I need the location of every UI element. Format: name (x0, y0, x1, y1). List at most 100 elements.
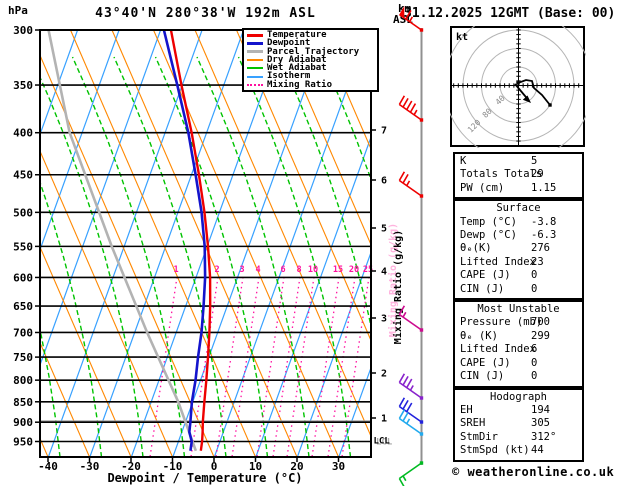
temp-tick-label: 30 (332, 460, 345, 473)
barb-base-dot (419, 420, 424, 424)
barb-feather-full (398, 171, 406, 181)
indices-row-label: CIN (J) (460, 370, 505, 383)
barb-shaft (398, 13, 422, 31)
indices-row-value: 194 (531, 403, 550, 416)
isotherm-line (255, 135, 371, 457)
indices-row: EH 194 (455, 404, 582, 417)
pressure-tick-label: 500 (13, 206, 33, 219)
legend-swatch (247, 50, 263, 54)
wet-adiabat-line (40, 75, 144, 457)
dry-adiabat-line (194, 30, 371, 438)
pressure-tick-label: 950 (13, 435, 33, 448)
legend-item-dewpoint: Dewpoint (247, 38, 377, 49)
indices-row: SREH 305 (455, 417, 582, 430)
lcl-label: LCL (374, 437, 391, 447)
indices-row: StmSpd (kt) 44 (455, 444, 582, 457)
isotherm-line (40, 30, 120, 252)
isotherm-line (338, 365, 371, 457)
legend-swatch (247, 75, 263, 78)
mixing-ratio-line (215, 276, 244, 457)
wind-barb-red (398, 95, 424, 122)
mixing-ratio-value-label: 6 (280, 265, 285, 275)
mixing-ratio-value-label: 4 (255, 265, 260, 275)
indices-row-label: Lifted Index (460, 255, 536, 268)
indices-row-label: θₑ (K) (460, 329, 498, 342)
wet-adiabat-line (196, 56, 310, 457)
temp-tick-label: -40 (38, 460, 58, 473)
pressure-tick-label: 850 (13, 396, 33, 409)
wind-barb-purple (398, 373, 424, 400)
mixing-ratio-axis-label: Mixing Ratio (g/kg) (392, 230, 404, 344)
mixing-ratio-line (256, 276, 285, 457)
mixing-ratio-value-label: 10 (308, 265, 318, 275)
temp-tick-label: -10 (163, 460, 183, 473)
barb-feather-half (408, 16, 414, 23)
pressure-tick-label: 650 (13, 300, 33, 313)
x-axis-title: Dewpoint / Temperature (°C) (107, 471, 302, 485)
dewpoint-trace (162, 30, 207, 451)
indices-row-value: 305 (531, 417, 550, 430)
mixing-ratio-line (286, 276, 315, 457)
indices-row-value: 0 (531, 356, 538, 369)
indices-row: Temp (°C) -3.8 (455, 216, 582, 229)
pressure-tick-label: 350 (13, 79, 33, 92)
pressure-tick-label: 400 (13, 127, 33, 140)
indices-section-general: K 5 Totals Totals 29 PW (cm) 1.15 (453, 152, 584, 200)
pressure-tick-label: 750 (13, 351, 33, 364)
barb-feather-full (398, 478, 405, 486)
indices-row: θₑ (K) 299 (455, 330, 582, 343)
hodograph-trace-endpoint (516, 81, 520, 85)
pressure-tick-label: 300 (13, 24, 33, 37)
legend-label: Wet Adiabat (267, 63, 327, 74)
temp-tick-label: 10 (249, 460, 262, 473)
km-tick-label: 7 (381, 126, 387, 137)
mixing-ratio-value-label: 15 (333, 265, 343, 275)
km-tick-label: 1 (381, 414, 387, 425)
hodograph-trace (517, 79, 551, 106)
pressure-tick-label: 550 (13, 240, 33, 253)
legend-item-parcel-trajectory: Parcel Trajectory (247, 46, 377, 57)
wind-barb-green (398, 461, 424, 486)
barb-base-dot (419, 28, 424, 32)
barb-base-dot (419, 118, 424, 122)
wet-adiabat-line (40, 327, 61, 457)
legend-label: Parcel Trajectory (267, 46, 360, 57)
legend-swatch (247, 41, 263, 45)
dry-adiabat-line (40, 149, 174, 457)
storm-motion-arrow (514, 83, 529, 101)
mixing-ratio-line (311, 276, 340, 457)
indices-section-most-unstable: Most Unstable Pressure (mb) 700 θₑ (K) 299 Li… (453, 300, 584, 388)
barb-feather-full (406, 378, 413, 389)
barb-feather-full (409, 103, 417, 113)
isotherm-line (40, 30, 79, 137)
indices-row: Lifted Index 23 (455, 256, 582, 269)
indices-row-value: 312° (531, 430, 557, 443)
legend-item-isotherm: Isotherm (247, 72, 377, 81)
indices-row-label: StmDir (460, 430, 498, 443)
barb-feather-full (402, 98, 409, 108)
legend-swatch (247, 83, 263, 86)
temp-tick-label: -20 (121, 460, 141, 473)
legend-label: Dry Adiabat (267, 54, 327, 65)
barb-feather-full (398, 409, 406, 419)
storm-motion-arrowhead (522, 95, 531, 103)
wind-barb-red (398, 171, 424, 198)
indices-row: CIN (J) 0 (455, 283, 582, 296)
barb-feather-full (405, 10, 412, 20)
dry-adiabat-line (318, 30, 371, 151)
indices-row: θₑ(K) 276 (455, 242, 582, 255)
mixing-ratio-value-label: 25 (363, 265, 373, 275)
indices-row: StmDir 312° (455, 431, 582, 444)
mixing-ratio-value-label: 3 (239, 265, 244, 275)
indices-row-value: 5 (531, 155, 538, 167)
wet-adiabat-line (113, 56, 227, 457)
barb-feather-full (398, 397, 406, 407)
legend-label: Dewpoint (267, 38, 311, 49)
indices-row-value: 0 (531, 269, 538, 282)
wind-barb-blue (398, 397, 424, 424)
mixing-ratio-line (190, 276, 219, 457)
isotherm-line (172, 30, 328, 457)
